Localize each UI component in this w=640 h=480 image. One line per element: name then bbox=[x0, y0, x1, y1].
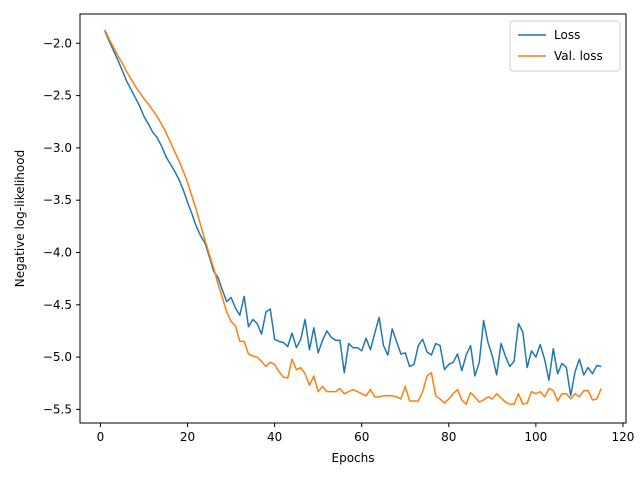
series-line-val-loss bbox=[104, 29, 602, 405]
x-axis-label: Epochs bbox=[332, 451, 375, 465]
plot-frame bbox=[79, 13, 627, 424]
y-tick-label: −3.5 bbox=[43, 193, 72, 207]
y-tick-label: −4.5 bbox=[43, 298, 72, 312]
y-axis-label: Negative log-likelihood bbox=[13, 150, 27, 287]
y-tick-label: −4.0 bbox=[43, 245, 72, 259]
y-tick-label: −2.0 bbox=[43, 36, 72, 50]
series-line-loss bbox=[104, 30, 602, 397]
x-tick-label: 60 bbox=[354, 430, 369, 444]
x-tick-label: 40 bbox=[267, 430, 282, 444]
y-tick-label: −5.0 bbox=[43, 350, 72, 364]
legend-box bbox=[509, 20, 621, 72]
x-tick-label: 0 bbox=[97, 430, 105, 444]
y-tick-label: −2.5 bbox=[43, 89, 72, 103]
legend-label: Loss bbox=[554, 28, 580, 42]
y-tick-label: −3.0 bbox=[43, 141, 72, 155]
x-axis-ticks: 0 20 40 60 80 100 120 bbox=[97, 423, 634, 444]
plot-lines bbox=[104, 29, 602, 405]
y-axis-ticks: −2.0 −2.5 −3.0 −3.5 −4.0 −4.5 −5.0 −5.5 bbox=[43, 36, 80, 416]
legend-label: Val. loss bbox=[554, 49, 603, 63]
x-tick-label: 120 bbox=[611, 430, 634, 444]
legend: Loss Val. loss bbox=[509, 20, 621, 72]
y-tick-label: −5.5 bbox=[43, 402, 72, 416]
x-tick-label: 100 bbox=[524, 430, 547, 444]
x-tick-label: 20 bbox=[180, 430, 195, 444]
x-tick-label: 80 bbox=[441, 430, 456, 444]
